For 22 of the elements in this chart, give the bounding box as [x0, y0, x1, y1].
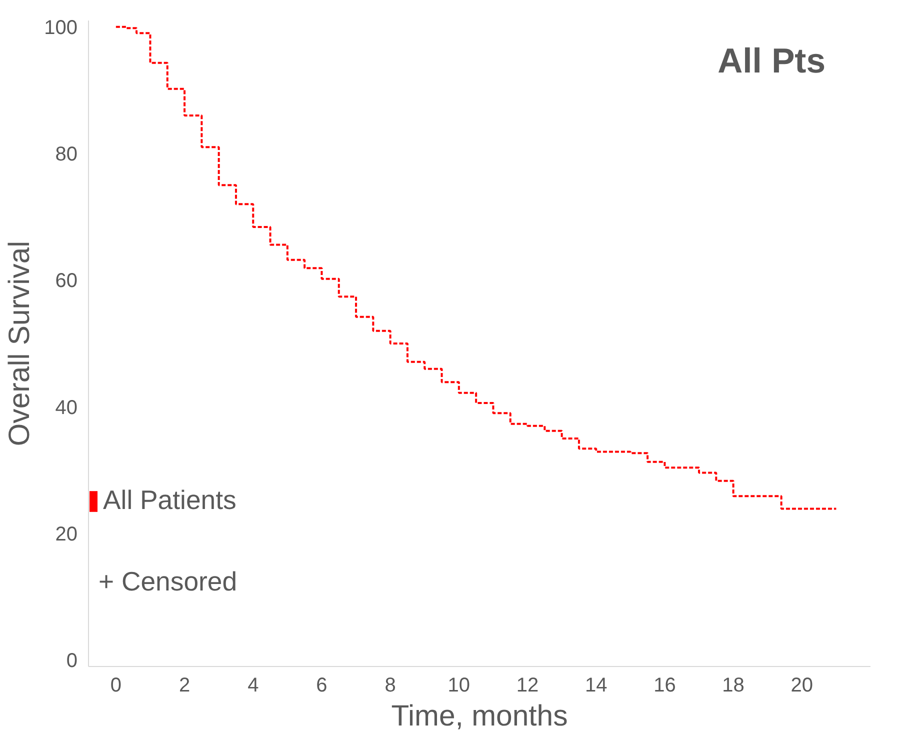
annotation: + Censored [98, 566, 238, 596]
x-tick-label: 18 [722, 674, 744, 696]
y-tick-label: 40 [55, 396, 78, 419]
y-tick-label: 60 [55, 270, 78, 292]
x-tick-label: 2 [178, 674, 190, 696]
x-tick-label: 16 [654, 674, 676, 696]
x-tick-label: 20 [790, 674, 814, 696]
y-axis-title: Overall Survival [3, 240, 36, 446]
y-tick-label: 100 [44, 16, 78, 39]
y-tick-label: 0 [66, 650, 78, 672]
x-tick-label: 14 [584, 674, 608, 696]
x-tick-label: 12 [516, 674, 539, 696]
x-tick-label: 6 [316, 674, 328, 696]
text: All Pts [718, 42, 826, 80]
x-tick-label: 0 [110, 674, 122, 696]
legend-label: All Patients [103, 485, 236, 516]
x-tick-label: 10 [448, 674, 470, 696]
x-tick-label: 8 [384, 674, 396, 696]
x-axis-title: Time, months [391, 700, 568, 732]
x-tick-label: 4 [248, 674, 259, 696]
y-tick-label: 80 [55, 144, 78, 166]
y-tick-label: 20 [55, 524, 78, 546]
